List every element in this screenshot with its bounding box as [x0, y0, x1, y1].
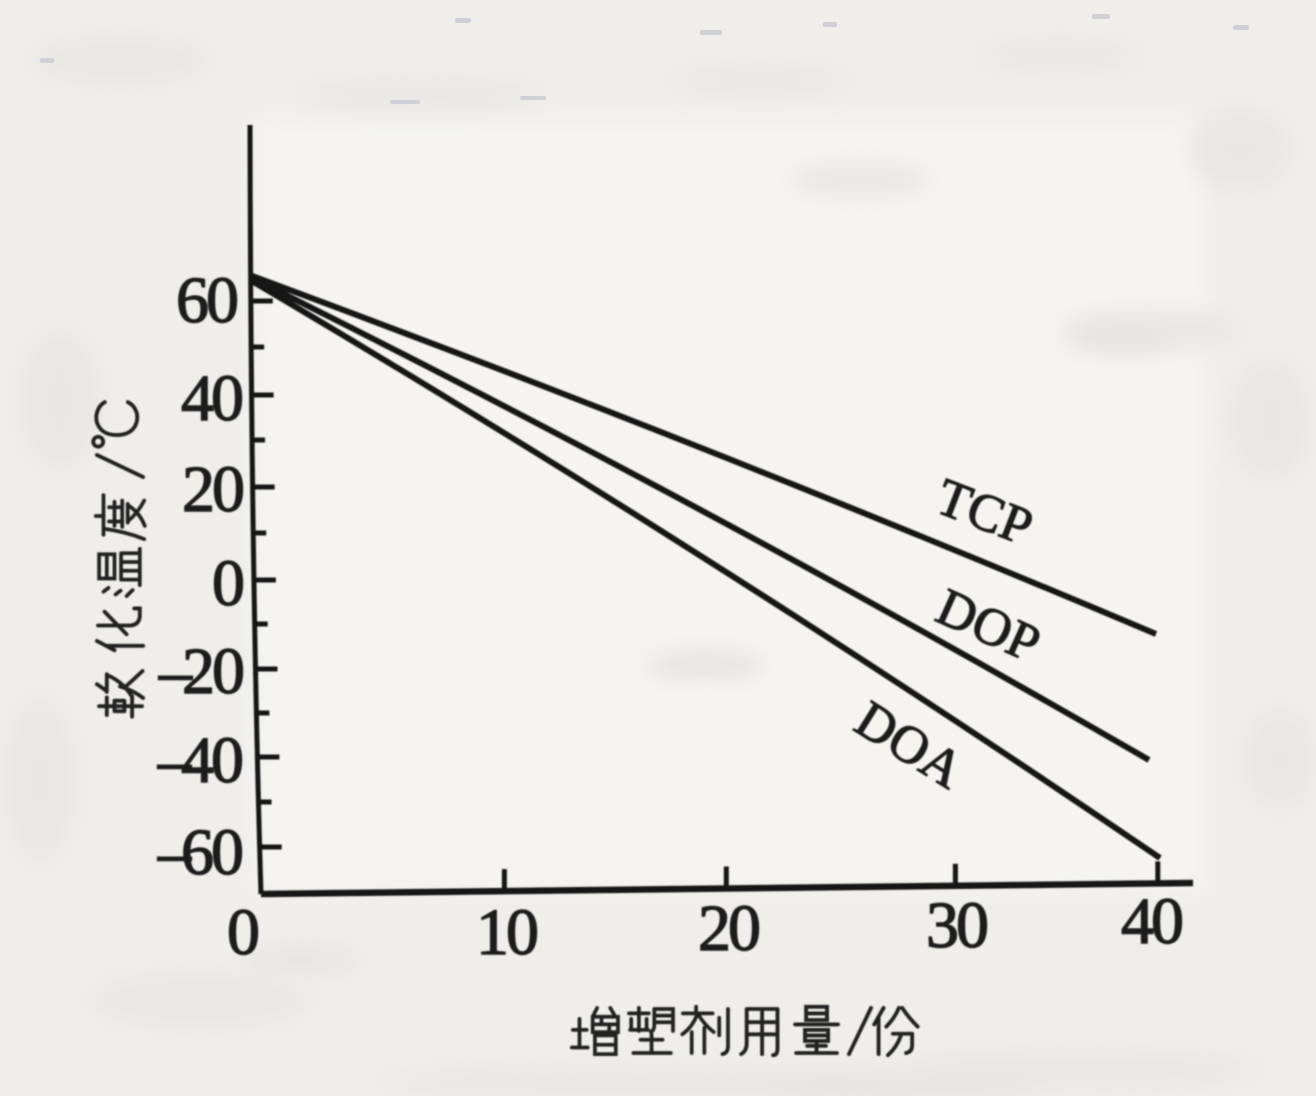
svg-text:20: 20: [698, 892, 759, 965]
svg-text:10: 10: [476, 896, 537, 969]
svg-text:–40: –40: [157, 724, 242, 797]
svg-text:–60: –60: [157, 816, 242, 889]
svg-text:40: 40: [181, 362, 242, 435]
svg-text:0: 0: [227, 896, 258, 969]
svg-text:20: 20: [182, 453, 243, 526]
svg-text:0: 0: [212, 547, 243, 620]
svg-text:40: 40: [1121, 885, 1182, 958]
svg-text:60: 60: [176, 264, 237, 337]
svg-text:–20: –20: [158, 635, 243, 708]
svg-text:30: 30: [926, 889, 987, 962]
